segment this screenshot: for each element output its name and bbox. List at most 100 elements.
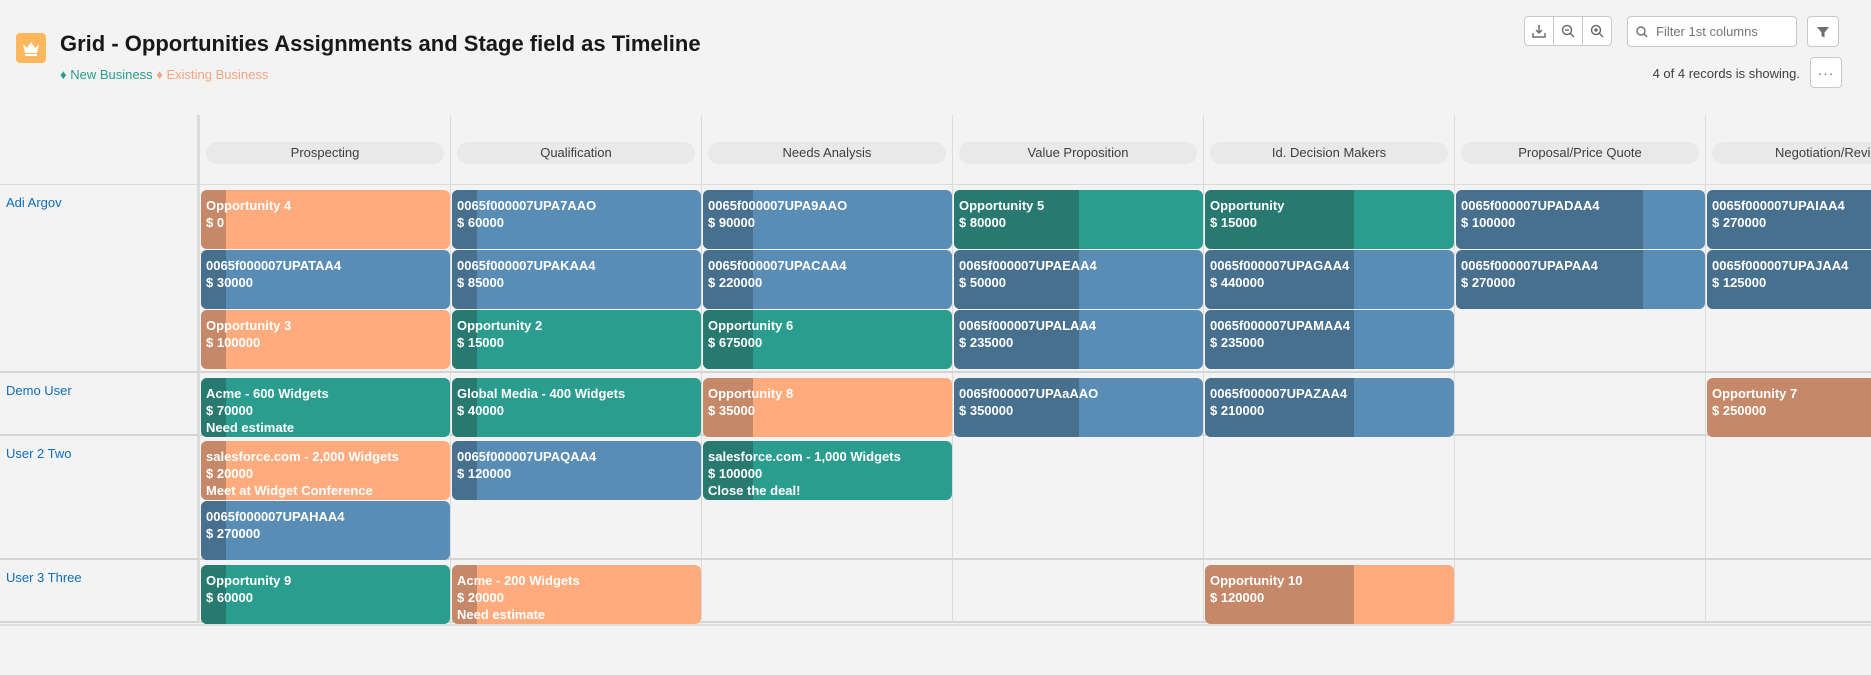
card-amount: $ 0 [206,215,225,230]
opportunity-card[interactable]: 0065f000007UPACAA4 $ 220000 [703,250,952,309]
records-count: 4 of 4 records is showing. [1652,66,1800,81]
card-note: Need estimate [457,607,546,622]
opportunity-card[interactable]: 0065f000007UPAKAA4 $ 85000 [452,250,701,309]
opportunity-card[interactable]: Opportunity 9 $ 60000 [201,565,450,624]
card-stage-progress [1205,565,1355,624]
opportunity-card[interactable]: Opportunity 2 $ 15000 [452,310,701,369]
opportunity-card[interactable]: Opportunity 7 $ 250000 [1707,378,1871,437]
opportunity-card[interactable]: 0065f000007UPAQAA4 $ 120000 [452,441,701,500]
more-options-button[interactable]: ··· [1810,57,1842,88]
card-title: Opportunity [1210,198,1285,213]
card-text: Opportunity 9 $ 60000 [206,572,446,606]
opportunity-card[interactable]: Opportunity 10 $ 120000 [1205,565,1454,624]
grid-cell [1455,436,1706,560]
user-link[interactable]: Demo User [6,383,72,398]
card-stage-progress [1205,310,1355,369]
opportunity-card[interactable]: salesforce.com - 2,000 Widgets $ 20000 Mee… [201,441,450,500]
card-note: Need estimate [206,420,295,435]
card-title: 0065f000007UPAQAA4 [457,449,597,464]
card-stage-progress [954,250,1079,309]
grid-cell [1706,436,1871,560]
card-title: Acme - 600 Widgets [206,386,329,401]
card-amount: $ 70000 [206,403,253,418]
card-title: 0065f000007UPALAA4 [959,318,1097,333]
user-row-header: User 2 Two [0,436,200,560]
card-text: Opportunity $ 15000 [1210,197,1450,231]
card-stage-progress [703,441,753,500]
card-stage-progress [452,565,477,624]
card-stage-progress [452,441,477,500]
opportunity-card[interactable]: Opportunity $ 15000 [1205,190,1454,249]
opportunity-card[interactable]: Opportunity 4 $ 0 [201,190,450,249]
card-title: Opportunity 7 [1712,386,1798,401]
grid-cell [1455,560,1706,623]
card-stage-progress [954,378,1079,437]
card-text: Opportunity 8 $ 35000 [708,385,948,419]
opportunity-card[interactable]: 0065f000007UPAZAA4 $ 210000 [1205,378,1454,437]
grid-bottom-divider [0,624,1871,626]
opportunity-card[interactable]: 0065f000007UPAEAA4 $ 50000 [954,250,1203,309]
card-text: 0065f000007UPA7AAO $ 60000 [457,197,697,231]
opportunity-card[interactable]: salesforce.com - 1,000 Widgets $ 100000 Cl… [703,441,952,500]
opportunity-card[interactable]: 0065f000007UPA7AAO $ 60000 [452,190,701,249]
opportunity-card[interactable]: 0065f000007UPAPAA4 $ 270000 [1456,250,1705,309]
search-icon [1636,25,1648,37]
card-text: 0065f000007UPAZAA4 $ 210000 [1210,385,1450,419]
opportunity-card[interactable]: 0065f000007UPATAA4 $ 30000 [201,250,450,309]
opportunity-card[interactable]: 0065f000007UPAGAA4 $ 440000 [1205,250,1454,309]
opportunity-card[interactable]: 0065f000007UPAIAA4 $ 270000 [1707,190,1871,249]
card-stage-progress [1707,250,1871,309]
card-amount: $ 20000 [206,466,253,481]
card-title: Opportunity 8 [708,386,794,401]
opportunity-card[interactable]: Opportunity 6 $ 675000 [703,310,952,369]
card-amount: $ 15000 [1210,215,1257,230]
grid-cell [953,436,1204,560]
filter-search-box[interactable] [1627,16,1797,47]
grid-cell [953,560,1204,623]
opportunity-card[interactable]: Opportunity 5 $ 80000 [954,190,1203,249]
user-link[interactable]: User 3 Three [6,570,82,585]
download-button[interactable] [1524,16,1554,46]
card-stage-progress [201,250,226,309]
opportunity-card[interactable]: 0065f000007UPAMAA4 $ 235000 [1205,310,1454,369]
stage-header: Id. Decision Makers [1204,115,1455,185]
card-amount: $ 210000 [1210,403,1265,418]
opportunity-card[interactable]: Acme - 200 Widgets $ 20000 Need estimate [452,565,701,624]
card-text: 0065f000007UPAMAA4 $ 235000 [1210,317,1450,351]
opportunity-card[interactable]: Opportunity 3 $ 100000 [201,310,450,369]
zoom-out-button[interactable] [1553,16,1583,46]
zoom-in-button[interactable] [1582,16,1612,46]
card-stage-progress [201,378,226,437]
card-stage-progress [703,378,753,437]
card-title: 0065f000007UPA7AAO [457,198,597,213]
opportunity-card[interactable]: 0065f000007UPADAA4 $ 100000 [1456,190,1705,249]
opportunity-card[interactable]: 0065f000007UPALAA4 $ 235000 [954,310,1203,369]
opportunity-card[interactable]: Opportunity 8 $ 35000 [703,378,952,437]
opportunity-card[interactable]: 0065f000007UPAaAAO $ 350000 [954,378,1203,437]
card-title: 0065f000007UPAZAA4 [1210,386,1348,401]
card-stage-progress [1456,190,1643,249]
card-note: Meet at Widget Conference [206,483,373,498]
user-link[interactable]: Adi Argov [6,195,62,210]
user-link[interactable]: User 2 Two [6,446,72,461]
legend-existing-business: ♦ Existing Business [156,67,269,82]
card-text: 0065f000007UPAPAA4 $ 270000 [1461,257,1701,291]
card-stage-progress [1205,190,1355,249]
card-title: Global Media - 400 Widgets [457,386,626,401]
opportunity-card[interactable]: Acme - 600 Widgets $ 70000 Need estimate [201,378,450,437]
card-title: 0065f000007UPAIAA4 [1712,198,1845,213]
card-amount: $ 60000 [457,215,504,230]
card-amount: $ 30000 [206,275,253,290]
user-row-header: Demo User [0,373,200,436]
opportunity-card[interactable]: 0065f000007UPAHAA4 $ 270000 [201,501,450,560]
opportunity-card[interactable]: 0065f000007UPA9AAO $ 90000 [703,190,952,249]
card-amount: $ 270000 [206,526,261,541]
opportunity-card[interactable]: Global Media - 400 Widgets $ 40000 [452,378,701,437]
card-title: Acme - 200 Widgets [457,573,580,588]
opportunity-card[interactable]: 0065f000007UPAJAA4 $ 125000 [1707,250,1871,309]
grid-corner-header [0,115,200,185]
card-amount: $ 220000 [708,275,763,290]
filter-button[interactable] [1807,16,1839,47]
stage-header: Needs Analysis [702,115,953,185]
filter-input[interactable] [1654,23,1796,40]
